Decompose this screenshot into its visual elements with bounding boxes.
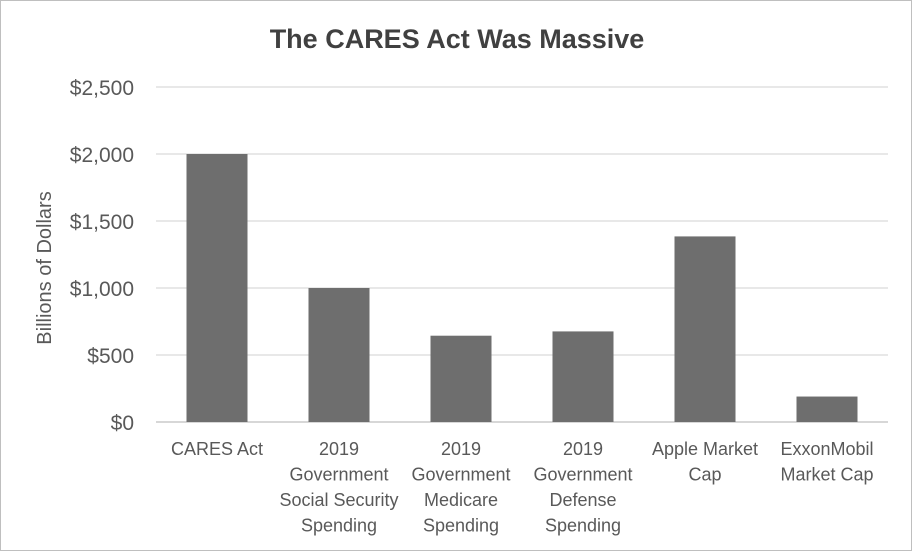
bar: [796, 396, 858, 422]
y-tick-label: $0: [111, 412, 134, 435]
x-tick-label-line: Medicare: [424, 490, 498, 510]
chart-title: The CARES Act Was Massive: [270, 24, 645, 54]
x-tick-label-line: 2019: [563, 439, 603, 459]
x-tick-label-line: Government: [411, 465, 510, 485]
bar: [430, 335, 492, 422]
x-tick-label-line: Defense: [549, 490, 616, 510]
x-tick-label-line: Market Cap: [780, 465, 873, 485]
x-tick-label-line: 2019: [441, 439, 481, 459]
x-tick-label: Apple Market Cap: [652, 439, 758, 485]
x-tick-label-line: Spending: [423, 516, 499, 536]
x-axis-labels: CARES Act 2019 Government Social Security Sp…: [171, 439, 874, 536]
x-tick-label: 2019 Government Social Security Spending: [279, 439, 398, 536]
y-axis-ticks: $0 $500 $1,000 $1,500 $2,000 $2,500: [70, 77, 134, 435]
x-tick-label: 2019 Government Medicare Spending: [411, 439, 510, 536]
x-tick-label: 2019 Government Defense Spending: [533, 439, 632, 536]
x-tick-label-line: ExxonMobil: [780, 439, 873, 459]
x-tick-label: CARES Act: [171, 439, 263, 459]
x-tick-label-line: 2019: [319, 439, 359, 459]
x-tick-label-line: Spending: [545, 516, 621, 536]
bar: [552, 331, 614, 422]
x-tick-label-line: Government: [533, 465, 632, 485]
bar: [674, 236, 736, 422]
x-tick-label: ExxonMobil Market Cap: [780, 439, 873, 485]
y-tick-label: $2,500: [70, 77, 134, 100]
x-tick-label-line: Cap: [688, 465, 721, 485]
y-tick-label: $1,500: [70, 211, 134, 234]
x-tick-label-line: CARES Act: [171, 439, 263, 459]
x-tick-label-line: Government: [289, 465, 388, 485]
x-tick-label-line: Apple Market: [652, 439, 758, 459]
bars: [186, 154, 858, 422]
gridlines: [156, 86, 888, 423]
x-tick-label-line: Social Security: [279, 490, 398, 510]
y-axis-label: Billions of Dollars: [34, 191, 56, 344]
bar: [308, 288, 370, 422]
y-tick-label: $1,000: [70, 278, 134, 301]
x-tick-label-line: Spending: [301, 516, 377, 536]
bar: [186, 154, 248, 422]
y-tick-label: $500: [87, 345, 134, 368]
y-tick-label: $2,000: [70, 144, 134, 167]
